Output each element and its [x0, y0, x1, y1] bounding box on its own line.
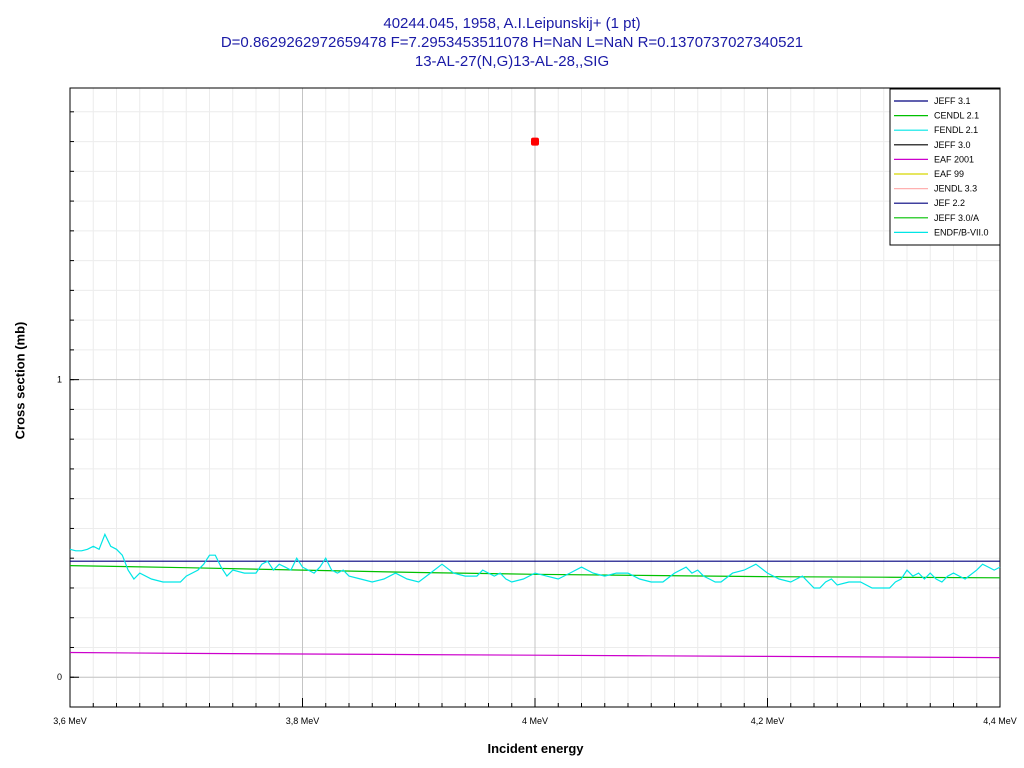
- legend-entry: ENDF/B-VII.0: [934, 227, 989, 237]
- y-tick-label: 1: [57, 375, 62, 385]
- legend-entry: JEFF 3.0: [934, 140, 971, 150]
- legend-entry: FENDL 2.1: [934, 125, 978, 135]
- x-tick-label: 3,6 MeV: [53, 716, 87, 726]
- x-tick-label: 3,8 MeV: [286, 716, 320, 726]
- legend-entry: JEF 2.2: [934, 198, 965, 208]
- legend-entry: CENDL 2.1: [934, 111, 979, 121]
- series-line-5: [69, 651, 1001, 659]
- data-point: [531, 137, 539, 146]
- x-axis-label: Incident energy: [487, 741, 584, 756]
- legend-entry: EAF 99: [934, 169, 964, 179]
- legend-entry: JEFF 3.0/A: [934, 213, 979, 223]
- chart-title-line-3: 13-AL-27(N,G)13-AL-28,,SIG: [414, 53, 610, 70]
- legend-entry: JENDL 3.3: [934, 184, 977, 194]
- chart-title-line-1: 40244.045, 1958, A.I.Leipunskij+ (1 pt): [383, 15, 641, 32]
- chart-title-line-2: D=0.8629262972659478 F=7.2953453511078 H…: [220, 34, 804, 51]
- legend-entry: JEFF 3.1: [934, 96, 971, 106]
- y-tick-label: 0: [57, 672, 62, 682]
- x-tick-label: 4 MeV: [522, 716, 548, 726]
- series-line-3: [69, 532, 1001, 589]
- legend-entry: EAF 2001: [934, 154, 974, 164]
- x-tick-label: 4,2 MeV: [751, 716, 785, 726]
- series-line-2: [69, 565, 1001, 579]
- x-tick-label: 4,4 MeV: [983, 716, 1017, 726]
- y-axis-label: Cross section (mb): [12, 321, 28, 440]
